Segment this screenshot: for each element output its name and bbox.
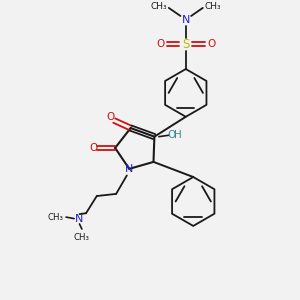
Text: S: S [182,38,190,51]
Text: O: O [89,143,98,153]
Text: N: N [182,15,190,26]
Text: CH₃: CH₃ [48,213,64,222]
Text: H: H [174,130,182,140]
Text: O: O [156,39,165,49]
Text: N: N [75,214,84,224]
Text: CH₃: CH₃ [204,2,221,11]
Text: CH₃: CH₃ [151,2,167,11]
Text: O: O [207,39,215,49]
Text: N: N [125,164,134,174]
Text: O: O [167,130,175,140]
Text: CH₃: CH₃ [74,233,90,242]
Text: O: O [106,112,115,122]
